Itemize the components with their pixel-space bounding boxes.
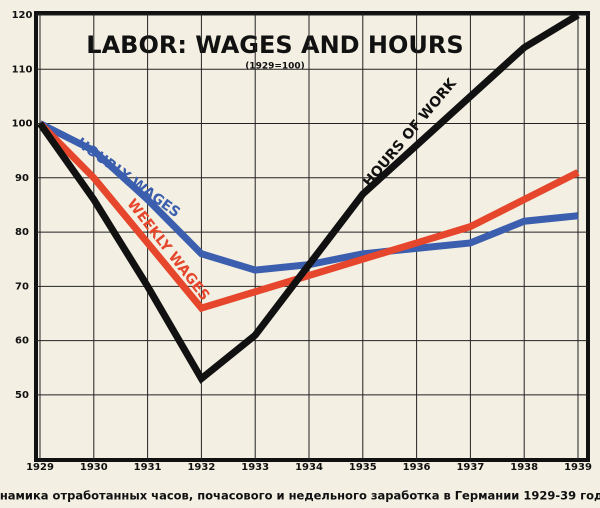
y-tick-label: 100 — [12, 119, 33, 130]
x-tick-label: 1929 — [26, 462, 54, 473]
x-tick-label: 1936 — [403, 462, 431, 473]
x-tick-label: 1933 — [241, 462, 269, 473]
chart-subtitle: (1929=100) — [245, 62, 305, 72]
y-tick-label: 110 — [12, 64, 33, 75]
x-tick-label: 1939 — [564, 462, 592, 473]
series-line — [37, 121, 580, 313]
y-tick-label: 120 — [12, 10, 33, 21]
x-tick-label: 1938 — [510, 462, 538, 473]
series-line — [37, 12, 580, 384]
y-tick-label: 90 — [15, 173, 29, 184]
series-label: HOURS OF WORK — [360, 75, 460, 190]
chart-title: LABOR: WAGES AND HOURS — [86, 31, 463, 59]
y-tick-label: 50 — [15, 390, 29, 401]
x-tick-label: 1930 — [80, 462, 108, 473]
x-tick-label: 1931 — [134, 462, 162, 473]
y-tick-label: 60 — [15, 336, 29, 347]
x-tick-label: 1935 — [349, 462, 377, 473]
x-tick-label: 1937 — [456, 462, 484, 473]
caption: Динамика отработанных часов, почасового … — [0, 489, 600, 503]
x-tick-label: 1934 — [295, 462, 323, 473]
y-tick-label: 70 — [15, 281, 29, 292]
y-tick-label: 80 — [15, 227, 29, 238]
plot-frame — [34, 11, 590, 462]
x-tick-label: 1932 — [187, 462, 215, 473]
